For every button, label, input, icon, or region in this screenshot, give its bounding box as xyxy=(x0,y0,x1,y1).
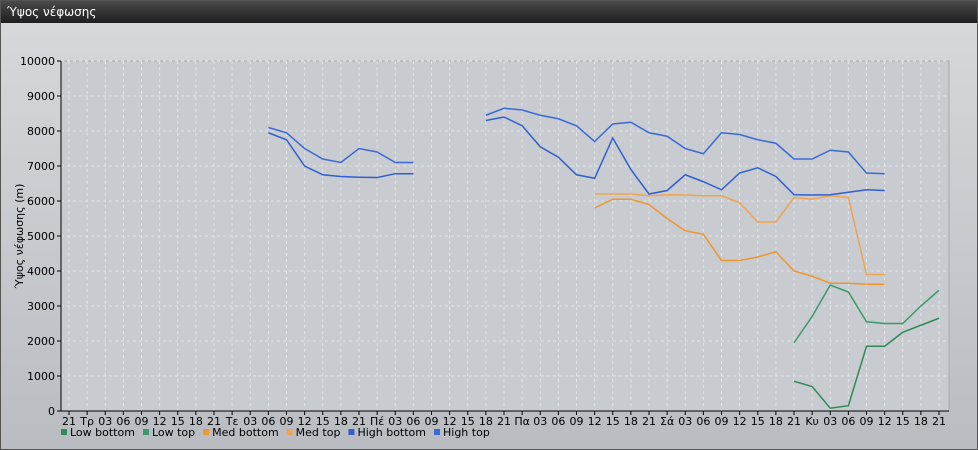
x-tick-label: 21 xyxy=(352,415,366,428)
x-tick-label: 21 xyxy=(62,415,76,428)
y-tick-label: 4000 xyxy=(27,265,55,278)
y-tick-label: 10000 xyxy=(20,55,55,68)
x-tick-label: 06 xyxy=(841,415,855,428)
legend-label: Low bottom xyxy=(70,426,135,439)
legend-swatch xyxy=(348,429,355,435)
y-tick-label: 0 xyxy=(48,405,55,418)
legend-label: High top xyxy=(443,426,490,439)
chart: 0 1000 2000 3000 4000 5000 6000 7000 8000 9000 100… xyxy=(13,55,950,439)
series-line xyxy=(485,116,885,196)
legend-swatch xyxy=(203,429,210,435)
x-tick-label: 09 xyxy=(280,415,294,428)
x-tick-label: 09 xyxy=(715,415,729,428)
x-tick-label: 03 xyxy=(243,415,257,428)
x-tick-label: 12 xyxy=(298,415,312,428)
x-tick-label: 18 xyxy=(769,415,783,428)
x-tick-label: 21 xyxy=(497,415,511,428)
y-tick-label: 3000 xyxy=(27,300,55,313)
y-tick-label: 1000 xyxy=(27,370,55,383)
x-tick-label: 06 xyxy=(406,415,420,428)
x-tick-label: 15 xyxy=(606,415,620,428)
series-line xyxy=(594,198,885,286)
legend-label: High bottom xyxy=(357,426,426,439)
x-tick-label: 03 xyxy=(678,415,692,428)
x-tick-label: 06 xyxy=(551,415,565,428)
x-tick-label: 21 xyxy=(932,415,946,428)
x-tick-label: 06 xyxy=(696,415,710,428)
series-line xyxy=(485,107,885,175)
legend-swatch xyxy=(286,429,293,435)
x-tick-label: 18 xyxy=(624,415,638,428)
title-bar: Ύψος νέφωσης xyxy=(1,1,977,23)
x-tick-label: 03 xyxy=(533,415,547,428)
y-tick-label: 2000 xyxy=(27,335,55,348)
x-tick-label: Τρ xyxy=(79,415,94,428)
x-tick-label: 06 xyxy=(261,415,275,428)
legend-swatch xyxy=(434,429,440,435)
x-tick-label: 09 xyxy=(135,415,149,428)
x-tick-label: 18 xyxy=(479,415,493,428)
legend-swatch xyxy=(142,429,149,435)
y-tick-label: 9000 xyxy=(27,90,55,103)
x-tick-label: Πα xyxy=(514,415,530,428)
series-line xyxy=(268,132,414,179)
x-tick-label: 21 xyxy=(787,415,801,428)
x-tick-label: 15 xyxy=(896,415,910,428)
x-tick-label: Κυ xyxy=(805,415,819,428)
x-tick-label: 12 xyxy=(153,415,167,428)
x-tick-label: 06 xyxy=(116,415,130,428)
x-tick-label: 15 xyxy=(171,415,185,428)
x-tick-label: 09 xyxy=(570,415,584,428)
series-line xyxy=(793,317,940,409)
series-line xyxy=(594,193,885,276)
legend-label: Low top xyxy=(152,426,195,439)
x-tick-label: Σά xyxy=(660,415,674,428)
x-tick-label: 03 xyxy=(388,415,402,428)
x-tick-label: 15 xyxy=(751,415,765,428)
x-tick-label: 12 xyxy=(443,415,457,428)
x-tick-label: 03 xyxy=(98,415,112,428)
x-tick-label: 03 xyxy=(823,415,837,428)
y-tick-label: 6000 xyxy=(27,195,55,208)
legend-label: Med bottom xyxy=(212,426,279,439)
x-tick-label: 18 xyxy=(914,415,928,428)
x-tick-label: Πέ xyxy=(370,415,384,428)
x-tick-label: 18 xyxy=(189,415,203,428)
series-line xyxy=(793,284,940,344)
x-tick-label: 21 xyxy=(207,415,221,428)
x-tick-label: 21 xyxy=(642,415,656,428)
x-tick-label: 12 xyxy=(733,415,747,428)
legend-swatch xyxy=(61,429,67,435)
x-tick-label: 09 xyxy=(425,415,439,428)
x-tick-label: 12 xyxy=(588,415,602,428)
series-line xyxy=(268,126,414,164)
x-tick-label: 15 xyxy=(461,415,475,428)
legend-label: Med top xyxy=(296,426,341,439)
y-tick-label: 7000 xyxy=(27,160,55,173)
x-tick-label: Τε xyxy=(225,415,239,428)
y-tick-label: 8000 xyxy=(27,125,55,138)
x-tick-label: 09 xyxy=(860,415,874,428)
x-tick-label: 12 xyxy=(878,415,892,428)
x-tick-label: 15 xyxy=(316,415,330,428)
x-tick-label: 18 xyxy=(334,415,348,428)
y-tick-label: 5000 xyxy=(27,230,55,243)
y-axis-label: Ύψος νέφωσης (m) xyxy=(13,184,26,290)
